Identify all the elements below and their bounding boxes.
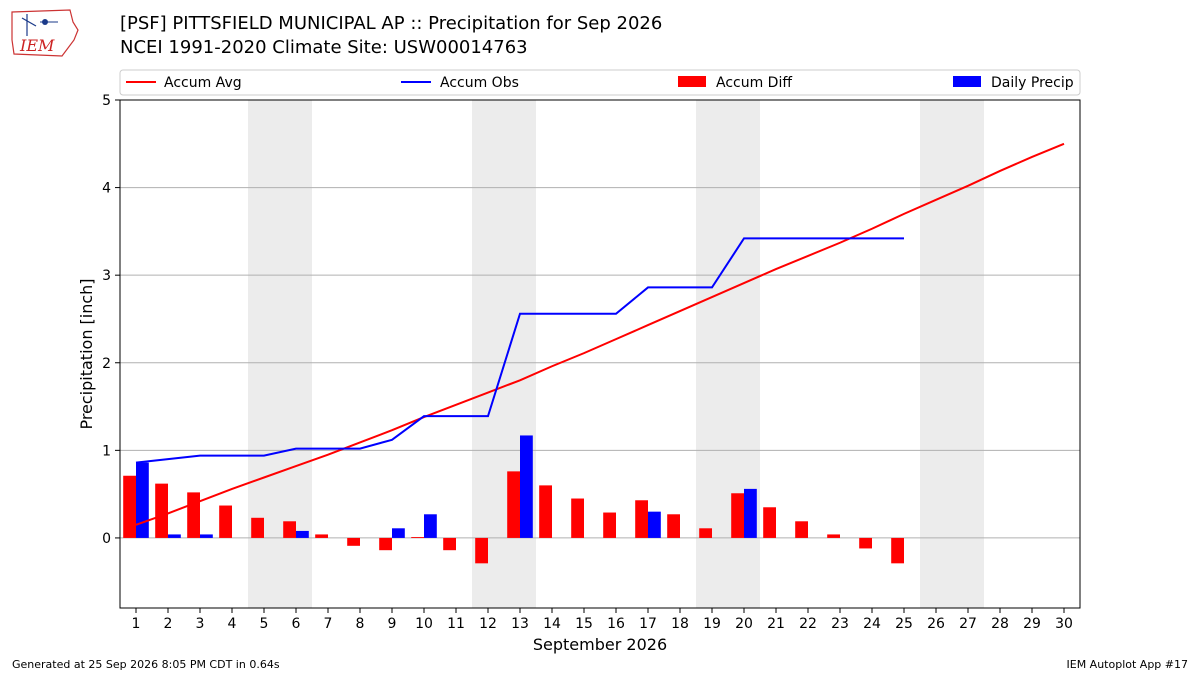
y-tick-label: 0 [102, 531, 111, 547]
daily-precip-bar [424, 514, 437, 538]
x-axis-label: September 2026 [533, 635, 667, 654]
legend-box [119, 69, 1081, 96]
x-tick-label: 29 [1023, 616, 1041, 632]
iem-logo-vane [21, 17, 37, 27]
accum-diff-bar [763, 507, 776, 538]
iem-logo-text: IEM [19, 36, 55, 55]
y-tick-label: 4 [102, 181, 111, 197]
x-tick-label: 15 [575, 616, 593, 632]
accum-diff-bar [699, 528, 712, 538]
chart-subtitle: NCEI 1991-2020 Climate Site: USW00014763 [120, 37, 528, 58]
x-tick-label: 22 [799, 616, 817, 632]
daily-precip-bar [520, 435, 533, 538]
x-tick-label: 14 [543, 616, 561, 632]
daily-precip-bar [168, 534, 181, 538]
accum-diff-bar [187, 492, 200, 538]
x-tick-label: 24 [863, 616, 881, 632]
x-tick-label: 28 [991, 616, 1009, 632]
accum-diff-bar [507, 471, 520, 538]
y-tick-label: 3 [102, 268, 111, 284]
x-tick-label: 16 [607, 616, 625, 632]
x-tick-label: 26 [927, 616, 945, 632]
legend-accum-diff-swatch [678, 76, 706, 87]
accum-diff-bar [219, 505, 232, 538]
x-tick-label: 7 [324, 616, 333, 632]
accum-diff-bar [347, 537, 360, 546]
accum-diff-bar [827, 534, 840, 538]
accum-diff-bar [635, 500, 648, 538]
x-tick-label: 9 [388, 616, 397, 632]
accum-diff-bar [155, 483, 168, 538]
legend-accum-diff-label: Accum Diff [716, 75, 792, 91]
accum-diff-bar [411, 537, 424, 538]
chart-title: [PSF] PITTSFIELD MUNICIPAL AP :: Precipi… [120, 13, 663, 34]
accum-diff-bar [891, 537, 904, 564]
accum-diff-bar [379, 537, 392, 551]
plot-frame [119, 99, 1081, 609]
y-tick-label: 1 [102, 443, 111, 459]
x-tick-label: 23 [831, 616, 849, 632]
x-tick-label: 4 [228, 616, 237, 632]
x-tick-label: 1 [132, 616, 141, 632]
y-axis-label: Precipitation [inch] [77, 278, 96, 429]
accum-diff-bar [123, 475, 136, 538]
accum-diff-bar [571, 498, 584, 538]
x-tick-label: 27 [959, 616, 977, 632]
x-tick-label: 19 [703, 616, 721, 632]
iem-logo: IEM [11, 9, 79, 57]
x-tick-label: 3 [196, 616, 205, 632]
accum-avg-line [135, 142, 1065, 526]
y-tick-label: 5 [102, 93, 111, 109]
daily-precip-bar [296, 530, 309, 538]
x-tick-label: 10 [415, 616, 433, 632]
accum-diff-bar [667, 514, 680, 538]
daily-precip-bar [392, 528, 405, 538]
accum-diff-bar [475, 537, 488, 564]
accum-diff-bar [859, 537, 872, 549]
weekend-band [920, 100, 984, 608]
x-tick-label: 2 [164, 616, 173, 632]
x-tick-label: 21 [767, 616, 785, 632]
x-tick-label: 13 [511, 616, 529, 632]
daily-precip-bar [200, 534, 213, 538]
daily-precip-bar [744, 488, 757, 538]
x-tick-label: 6 [292, 616, 301, 632]
legend-accum-obs-label: Accum Obs [440, 75, 519, 91]
x-tick-label: 11 [447, 616, 465, 632]
legend-daily-precip-swatch [953, 76, 981, 87]
accum-diff-bar [603, 512, 616, 538]
accum-diff-bar [283, 521, 296, 538]
legend-accum-avg-label: Accum Avg [164, 75, 242, 91]
accum-diff-bar [443, 537, 456, 551]
x-tick-label: 12 [479, 616, 497, 632]
daily-precip-bar [136, 462, 149, 538]
daily-precip-bar [648, 511, 661, 538]
x-tick-label: 5 [260, 616, 269, 632]
accum-diff-bar [539, 485, 552, 538]
x-tick-label: 8 [356, 616, 365, 632]
accum-diff-bar [795, 521, 808, 538]
accum-obs-line [135, 237, 904, 464]
accum-diff-bar [251, 517, 264, 538]
legend-daily-precip-label: Daily Precip [991, 75, 1074, 91]
generated-footer: Generated at 25 Sep 2026 8:05 PM CDT in … [12, 658, 280, 671]
y-tick-label: 2 [102, 356, 111, 372]
x-tick-label: 25 [895, 616, 913, 632]
accum-diff-bar [315, 534, 328, 538]
x-tick-label: 17 [639, 616, 657, 632]
accum-diff-bar [731, 493, 744, 538]
x-tick-label: 18 [671, 616, 689, 632]
x-tick-label: 30 [1055, 616, 1073, 632]
app-footer: IEM Autoplot App #17 [1066, 658, 1189, 671]
x-tick-label: 20 [735, 616, 753, 632]
